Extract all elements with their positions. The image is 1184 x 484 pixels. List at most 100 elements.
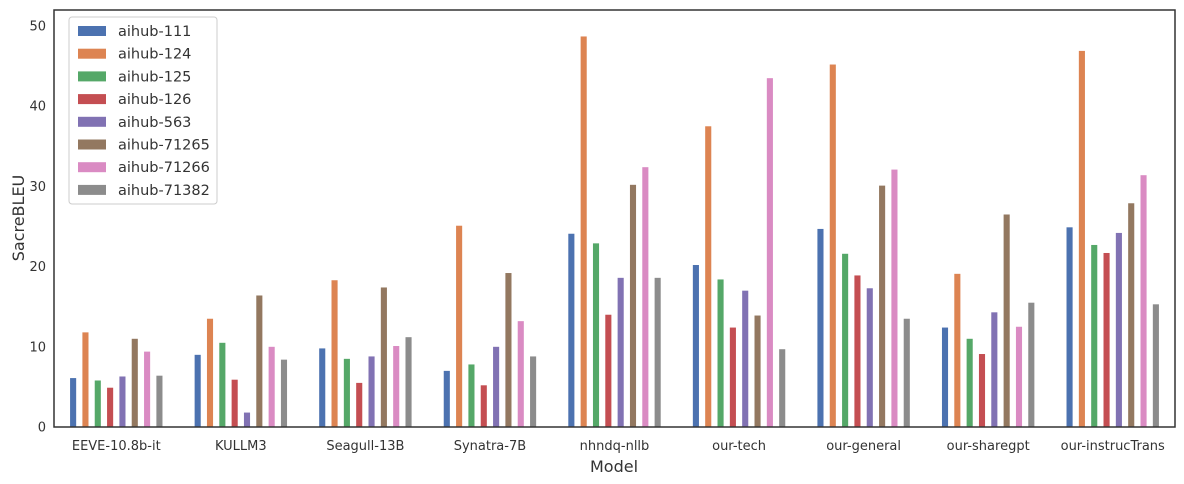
x-tick-label: Synatra-7B [454,439,526,454]
bar-aihub-71266-EEVE-10.8b-it [144,351,151,427]
x-tick-label: our-instrucTrans [1061,439,1165,454]
bar-aihub-111-KULLM3 [194,354,201,427]
bar-aihub-71265-our-tech [754,315,761,427]
bar-aihub-125-Synatra-7B [468,364,475,427]
legend-swatch-aihub-71266 [78,162,106,173]
bar-aihub-71382-our-general [903,318,910,427]
bar-aihub-111-nhndq-nllb [568,233,575,427]
plot-frame [53,9,1176,428]
bar-aihub-126-our-general [854,275,861,427]
legend-label-aihub-126: aihub-126 [118,92,191,108]
bar-aihub-71266-nhndq-nllb [642,167,649,427]
bar-aihub-71265-our-instrucTrans [1128,203,1135,427]
bar-aihub-124-our-general [829,64,836,427]
bar-aihub-126-EEVE-10.8b-it [107,387,114,427]
y-tick-label: 10 [29,340,46,355]
x-tick-label: EEVE-10.8b-it [72,439,161,454]
y-tick-label: 30 [29,180,46,195]
x-tick-label: KULLM3 [215,439,267,454]
bar-aihub-71382-Synatra-7B [530,356,537,427]
bar-aihub-563-Seagull-13B [368,356,375,427]
bar-aihub-71265-Synatra-7B [505,273,512,427]
legend-swatch-aihub-71382 [78,184,106,195]
bar-aihub-125-KULLM3 [219,342,226,427]
y-axis-ticks: 0 10 20 30 40 50 [29,20,46,436]
bar-aihub-124-our-tech [705,126,712,427]
x-axis-label: Model [590,457,638,476]
bar-aihub-71265-our-general [879,185,886,427]
bar-aihub-71265-our-sharegpt [1003,214,1010,427]
bar-aihub-126-nhndq-nllb [605,314,612,427]
x-tick-label: our-general [826,439,901,454]
bar-aihub-71382-our-sharegpt [1028,302,1035,427]
x-tick-label: our-tech [712,439,766,454]
bar-aihub-71382-our-tech [779,349,786,427]
legend-label-aihub-125: aihub-125 [118,69,191,85]
bar-aihub-111-Seagull-13B [319,348,326,427]
legend-label-aihub-71265: aihub-71265 [118,138,210,154]
x-tick-label: our-sharegpt [947,439,1030,454]
bar-aihub-563-our-general [866,288,873,427]
bar-aihub-126-KULLM3 [231,379,238,427]
legend-swatch-aihub-111 [78,26,106,36]
legend-label-aihub-111: aihub-111 [118,24,191,40]
x-tick-label: nhndq-nllb [580,439,650,454]
legend-frame [68,16,218,205]
bar-aihub-563-our-sharegpt [991,312,998,427]
legend-label-aihub-563: aihub-563 [118,115,191,131]
bar-aihub-125-our-sharegpt [966,338,973,427]
y-tick-label: 0 [38,421,46,436]
legend-swatch-aihub-563 [78,116,106,127]
bar-aihub-71265-Seagull-13B [380,287,387,427]
bar-aihub-124-Synatra-7B [456,225,463,427]
bar-aihub-563-EEVE-10.8b-it [119,376,126,427]
bar-aihub-124-Seagull-13B [331,280,338,427]
bar-aihub-111-our-general [817,228,824,427]
legend-swatch-aihub-124 [78,48,106,59]
legend-swatch-aihub-125 [78,71,106,82]
bar-aihub-71265-KULLM3 [256,295,263,427]
bar-aihub-111-our-instrucTrans [1066,227,1073,427]
x-tick-label: Seagull-13B [326,439,404,454]
plot-area [54,10,1175,427]
bar-aihub-124-our-instrucTrans [1078,50,1085,428]
bar-aihub-111-our-sharegpt [941,327,949,427]
bar-aihub-111-our-tech [692,265,699,427]
bars-group [70,36,1159,428]
bar-aihub-125-our-general [842,253,849,427]
bar-aihub-563-nhndq-nllb [617,277,624,427]
bar-aihub-71266-our-instrucTrans [1140,175,1147,427]
bar-aihub-124-nhndq-nllb [580,36,587,428]
x-axis-ticks: EEVE-10.8b-it KULLM3 Seagull-13B Synatra-7B… [72,439,1165,454]
bar-aihub-126-our-instrucTrans [1103,252,1110,427]
bar-aihub-71382-EEVE-10.8b-it [156,375,163,427]
bar-aihub-71266-Seagull-13B [393,346,400,427]
bar-aihub-124-EEVE-10.8b-it [82,332,89,427]
bar-aihub-125-our-tech [717,279,724,427]
bar-aihub-125-EEVE-10.8b-it [94,380,101,427]
bar-aihub-125-Seagull-13B [343,358,350,427]
legend: aihub-111 aihub-124 aihub-125 aihub-126 aihu… [68,16,218,205]
bar-aihub-111-EEVE-10.8b-it [70,378,77,427]
bar-aihub-563-Synatra-7B [493,346,500,427]
bar-aihub-126-our-sharegpt [978,354,986,427]
bar-aihub-124-KULLM3 [206,318,214,427]
bar-aihub-71382-KULLM3 [280,359,288,427]
y-axis-label: SacreBLEU [9,175,28,262]
y-tick-label: 50 [29,20,46,35]
bar-aihub-563-KULLM3 [243,412,251,427]
bar-aihub-71266-KULLM3 [268,346,275,427]
bar-aihub-563-our-instrucTrans [1115,232,1122,427]
bar-aihub-71265-EEVE-10.8b-it [131,338,138,427]
bar-aihub-71265-nhndq-nllb [629,184,637,427]
bar-aihub-125-nhndq-nllb [592,243,600,427]
bar-aihub-71382-our-instrucTrans [1152,304,1159,427]
bar-aihub-71382-Seagull-13B [405,337,412,427]
bar-aihub-125-our-instrucTrans [1091,244,1098,427]
legend-label-aihub-71382: aihub-71382 [118,183,210,199]
bar-aihub-124-our-sharegpt [954,273,961,427]
bar-aihub-126-Seagull-13B [356,382,363,427]
y-tick-label: 40 [29,100,46,115]
y-tick-label: 20 [29,260,46,275]
